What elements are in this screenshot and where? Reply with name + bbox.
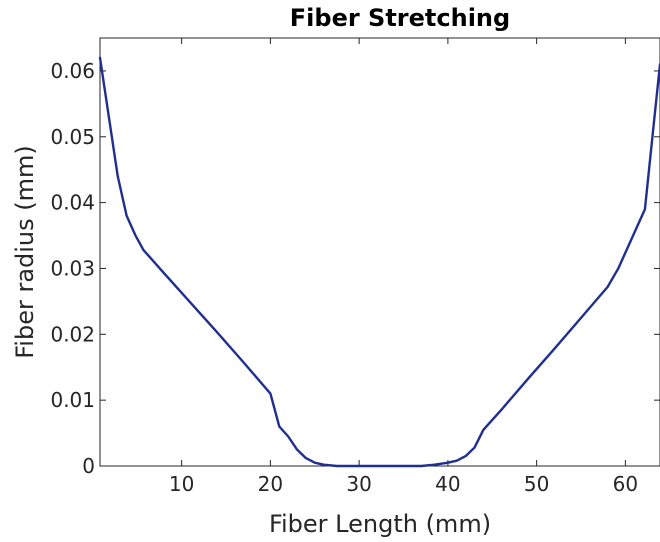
x-axis-label: Fiber Length (mm) xyxy=(269,510,491,538)
x-axis-ticks: 10 20 30 40 50 60 xyxy=(169,38,638,496)
y-tick-label: 0.06 xyxy=(50,59,95,83)
y-tick-label: 0.03 xyxy=(50,256,95,280)
y-tick-label: 0.04 xyxy=(50,191,95,215)
y-tick-label: 0 xyxy=(82,454,95,478)
x-tick-label: 50 xyxy=(524,472,549,496)
plot-frame xyxy=(99,37,660,467)
y-tick-label: 0.02 xyxy=(50,322,95,346)
x-tick-label: 20 xyxy=(258,472,283,496)
chart-title: Fiber Stretching xyxy=(290,4,510,32)
fiber-radius-line xyxy=(98,56,660,468)
x-tick-label: 40 xyxy=(435,472,460,496)
y-axis-ticks: 0 0.01 0.02 0.03 0.04 0.05 0.06 xyxy=(50,59,660,478)
y-axis-label: Fiber radius (mm) xyxy=(11,145,39,359)
y-tick-label: 0.05 xyxy=(50,125,95,149)
x-tick-label: 30 xyxy=(346,472,371,496)
y-tick-label: 0.01 xyxy=(50,388,95,412)
x-tick-label: 10 xyxy=(169,472,194,496)
x-tick-label: 60 xyxy=(613,472,638,496)
